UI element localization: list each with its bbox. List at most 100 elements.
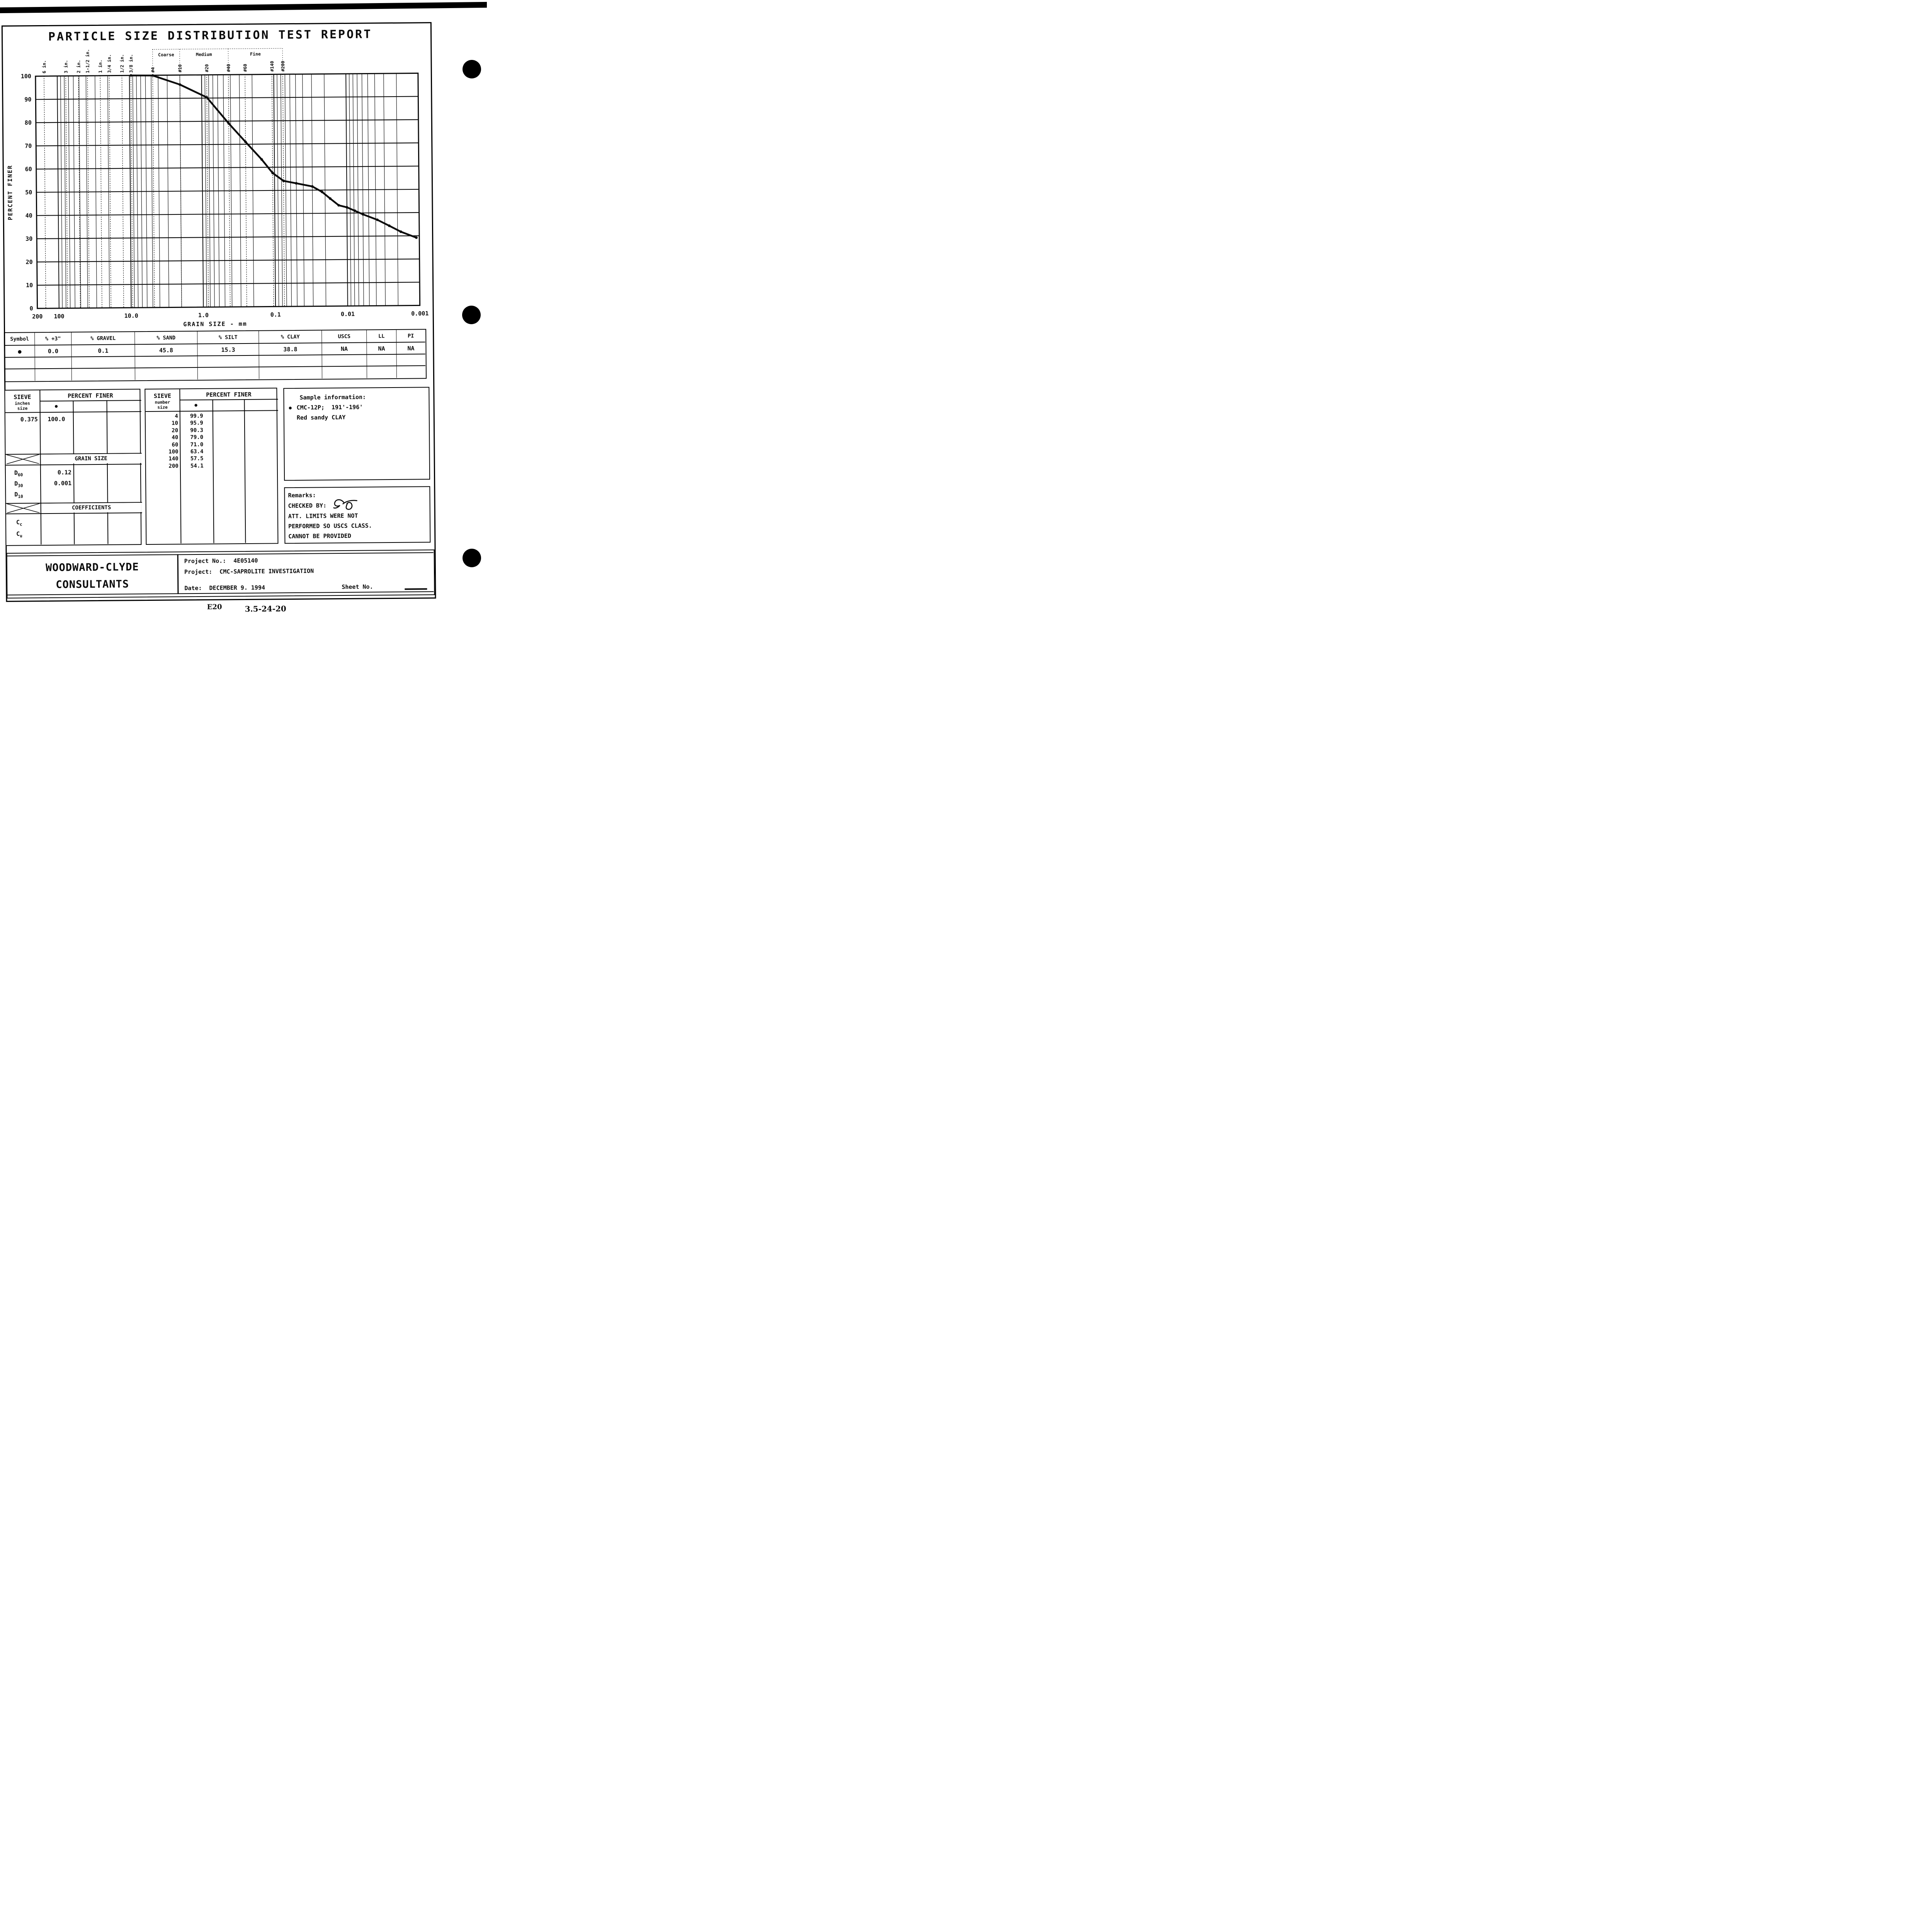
y-axis-tick-label: 80 — [25, 119, 32, 126]
fraction-label: Medium — [196, 52, 212, 57]
summary-value-gravel: 0.1 — [71, 345, 135, 357]
sieve-gridline — [109, 75, 111, 308]
hole-punch-mark-bottom — [463, 549, 481, 567]
date-label: Date: — [184, 584, 202, 592]
summary-header-clay: % CLAY — [259, 330, 322, 344]
data-point — [415, 236, 418, 239]
data-point — [244, 140, 247, 143]
project-line: Project: CMC-SAPROLITE INVESTIGATION — [184, 568, 314, 576]
cu-label: Cu — [16, 530, 22, 539]
sieve-size-label: 6 in. — [41, 60, 47, 73]
sieve-number-percent-finer: 57.5 — [190, 456, 204, 462]
sieve-size-label: 2 in. — [76, 60, 81, 73]
sieve-number-percent-finer: 99.9 — [190, 413, 203, 420]
summary-header-symbol: Symbol — [5, 333, 35, 346]
checked-by-label: CHECKED BY: — [288, 502, 327, 510]
remarks-title: Remarks: — [288, 492, 316, 499]
sieve-gridline — [245, 74, 247, 307]
subcolumn-divider-1 — [73, 400, 75, 544]
y-axis-tick-label: 0 — [30, 305, 33, 312]
sample-info-title: Sample information: — [299, 393, 366, 401]
grain-size-title: GRAIN SIZE — [41, 454, 141, 464]
data-point — [337, 204, 340, 207]
project-no-line: Project No.: 4E05140 — [184, 557, 258, 565]
summary-empty-cell — [135, 356, 198, 369]
d60-value: 0.12 — [57, 469, 72, 476]
footer-double-line-top — [7, 552, 434, 556]
remarks-line-2: PERFORMED SO USCS CLASS. — [288, 522, 372, 530]
x-axis-tick-label: 100 — [54, 313, 64, 320]
signature — [333, 499, 357, 510]
data-point — [205, 96, 208, 99]
sieve-col-sub2: size — [157, 405, 168, 410]
sieve-number-percent-finer: 71.0 — [190, 441, 204, 448]
sieve-gridline — [100, 75, 102, 308]
project-no-value: 4E05140 — [233, 557, 258, 565]
data-point — [353, 209, 356, 212]
grid-horizontal-line — [36, 165, 419, 170]
summary-header-silt: % SILT — [197, 331, 259, 344]
company-name-line1: WOODWARD-CLYDE — [45, 561, 139, 574]
sieve-number-row: 140 57.5 — [146, 455, 279, 463]
sieve-inches-value: 100.0 — [48, 415, 65, 423]
sieve-size-label: #60 — [242, 64, 248, 72]
project-value: CMC-SAPROLITE INVESTIGATION — [219, 567, 314, 575]
summary-value-plus3: 0.0 — [35, 345, 72, 358]
sieve-inches-box: SIEVE inches size PERCENT FINER ● 0.375 … — [4, 389, 142, 546]
sieve-col-header: SIEVE — [153, 392, 172, 400]
data-point — [311, 185, 314, 188]
grid-horizontal-line — [36, 212, 419, 216]
summary-empty-cell — [367, 354, 397, 367]
data-point — [227, 122, 230, 125]
header-underline — [39, 400, 141, 402]
data-point — [282, 179, 285, 182]
summary-empty-cell — [259, 355, 322, 367]
sieve-gridline — [152, 75, 155, 308]
footer-title-block: WOODWARD-CLYDE CONSULTANTS Project No.: … — [6, 549, 435, 599]
y-axis-tick-label: 60 — [25, 166, 32, 173]
company-name-line2: CONSULTANTS — [56, 578, 129, 591]
summary-value-silt: 15.3 — [197, 344, 259, 356]
sieve-number-percent-finer: 79.0 — [190, 434, 204, 441]
y-axis-tick-label: 20 — [26, 259, 33, 265]
data-point — [129, 74, 133, 77]
cu-value — [42, 530, 72, 531]
y-axis-tick-label: 40 — [26, 212, 32, 219]
sieve-number-size: 40 — [172, 434, 179, 441]
sieve-gridline — [65, 75, 68, 309]
y-axis-title: PERCENT FINER — [7, 165, 14, 220]
sheet-no-blank-line — [405, 588, 427, 590]
y-axis-tick-label: 50 — [25, 189, 32, 196]
remarks-line-3: CANNOT BE PROVIDED — [288, 532, 351, 540]
sieve-number-percent-finer: 63.4 — [190, 448, 204, 455]
summary-empty-cell — [322, 366, 367, 379]
sieve-number-row: 4 99.9 — [146, 412, 278, 420]
grid-horizontal-line — [36, 189, 419, 193]
x-axis-tick-label: 0.01 — [341, 311, 355, 318]
date-value: DECEMBER 9. 1994 — [209, 584, 265, 592]
sieve-size-label: 3 in. — [63, 60, 68, 73]
project-no-label: Project No.: — [184, 557, 226, 565]
sieve-gridline — [121, 75, 124, 308]
coefficients-title: COEFFICIENTS — [41, 503, 141, 513]
summary-value-ll: NA — [367, 342, 397, 355]
data-point — [362, 213, 364, 216]
sieve-number-size: 10 — [172, 420, 179, 427]
summary-empty-cell — [322, 355, 367, 367]
data-point — [399, 230, 402, 233]
sieve-number-box: SIEVE number size PERCENT FINER ● 4 99.9 1… — [145, 388, 279, 545]
cc-label: Cc — [16, 519, 22, 527]
sieve-number-row: 20 90.3 — [146, 427, 278, 435]
caption-number: 3.5-24-20 — [245, 604, 286, 614]
summary-empty-cell — [396, 354, 425, 366]
y-axis-tick-label: 10 — [26, 282, 33, 289]
summary-empty-cell — [135, 367, 198, 380]
sieve-number-size: 100 — [168, 449, 179, 455]
x-axis-tick-label: 200 — [32, 313, 43, 320]
summary-empty-cell — [71, 368, 136, 381]
sieve-size-label: #140 — [269, 61, 275, 72]
percent-finer-header: PERCENT FINER — [68, 392, 113, 400]
summary-value-symbol: ● — [5, 345, 35, 358]
grid-horizontal-line — [36, 142, 419, 146]
data-point — [388, 224, 391, 227]
